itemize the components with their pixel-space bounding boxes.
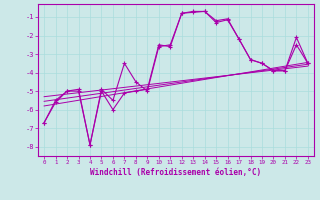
X-axis label: Windchill (Refroidissement éolien,°C): Windchill (Refroidissement éolien,°C) <box>91 168 261 177</box>
